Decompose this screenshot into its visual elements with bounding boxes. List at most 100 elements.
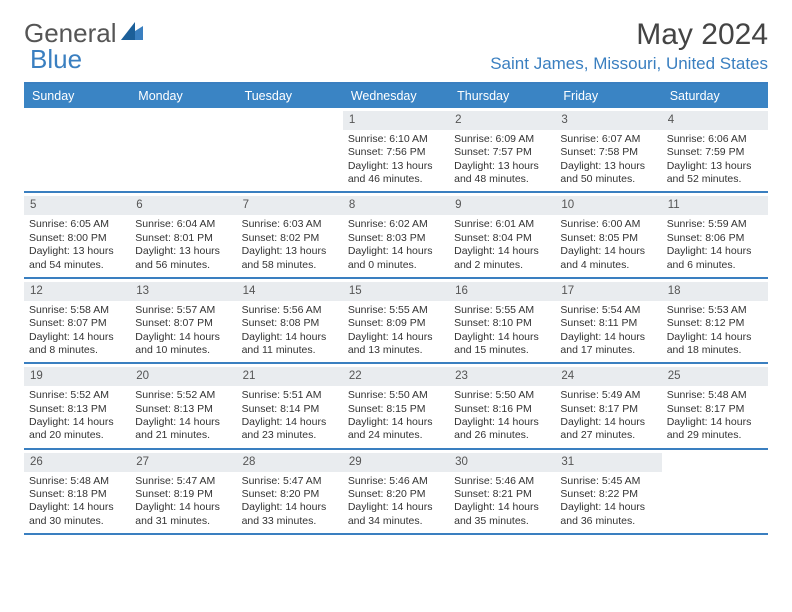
day-text: Sunrise: 6:06 AM Sunset: 7:59 PM Dayligh… [667, 133, 763, 187]
day-cell: 1 Sunrise: 6:10 AM Sunset: 7:56 PM Daylig… [343, 108, 449, 191]
dow-friday: Friday [555, 84, 661, 108]
day-text: Sunrise: 5:53 AM Sunset: 8:12 PM Dayligh… [667, 304, 763, 358]
day-number: 12 [24, 282, 130, 301]
weeks-container: 1 Sunrise: 6:10 AM Sunset: 7:56 PM Daylig… [24, 108, 768, 535]
day-cell: 21 Sunrise: 5:51 AM Sunset: 8:14 PM Dayli… [237, 364, 343, 447]
day-number [24, 111, 130, 130]
day-of-week-row: Sunday Monday Tuesday Wednesday Thursday… [24, 84, 768, 108]
day-cell: 28 Sunrise: 5:47 AM Sunset: 8:20 PM Dayli… [237, 450, 343, 533]
day-text: Sunrise: 5:46 AM Sunset: 8:21 PM Dayligh… [454, 475, 550, 529]
dow-saturday: Saturday [662, 84, 768, 108]
day-number [662, 453, 768, 472]
day-number: 21 [237, 367, 343, 386]
day-cell: 9 Sunrise: 6:01 AM Sunset: 8:04 PM Daylig… [449, 193, 555, 276]
day-number: 10 [555, 196, 661, 215]
day-cell: 3Sunrise: 6:07 AM Sunset: 7:58 PM Daylig… [555, 108, 661, 191]
dow-monday: Monday [130, 84, 236, 108]
day-text: Sunrise: 5:47 AM Sunset: 8:19 PM Dayligh… [135, 475, 231, 529]
day-cell [24, 108, 130, 191]
week-row: 5 Sunrise: 6:05 AM Sunset: 8:00 PM Daylig… [24, 193, 768, 278]
day-cell: 8 Sunrise: 6:02 AM Sunset: 8:03 PM Daylig… [343, 193, 449, 276]
day-number: 28 [237, 453, 343, 472]
day-cell: 16 Sunrise: 5:55 AM Sunset: 8:10 PM Dayli… [449, 279, 555, 362]
day-cell: 11 Sunrise: 5:59 AM Sunset: 8:06 PM Dayli… [662, 193, 768, 276]
day-text: Sunrise: 5:48 AM Sunset: 8:17 PM Dayligh… [667, 389, 763, 443]
day-number: 17 [555, 282, 661, 301]
day-cell: 7Sunrise: 6:03 AM Sunset: 8:02 PM Daylig… [237, 193, 343, 276]
day-number: 24 [555, 367, 661, 386]
day-number: 1 [343, 111, 449, 130]
day-text: Sunrise: 6:02 AM Sunset: 8:03 PM Dayligh… [348, 218, 444, 272]
day-text: Sunrise: 6:09 AM Sunset: 7:57 PM Dayligh… [454, 133, 550, 187]
day-text: Sunrise: 6:10 AM Sunset: 7:56 PM Dayligh… [348, 133, 444, 187]
day-number: 29 [343, 453, 449, 472]
dow-sunday: Sunday [24, 84, 130, 108]
day-number: 22 [343, 367, 449, 386]
day-number: 3 [555, 111, 661, 130]
day-cell: 14 Sunrise: 5:56 AM Sunset: 8:08 PM Dayli… [237, 279, 343, 362]
day-cell: 13 Sunrise: 5:57 AM Sunset: 8:07 PM Dayli… [130, 279, 236, 362]
week-row: 26Sunrise: 5:48 AM Sunset: 8:18 PM Dayli… [24, 450, 768, 535]
week-row: 12Sunrise: 5:58 AM Sunset: 8:07 PM Dayli… [24, 279, 768, 364]
day-text: Sunrise: 5:49 AM Sunset: 8:17 PM Dayligh… [560, 389, 656, 443]
day-text: Sunrise: 6:00 AM Sunset: 8:05 PM Dayligh… [560, 218, 656, 272]
day-text: Sunrise: 5:52 AM Sunset: 8:13 PM Dayligh… [135, 389, 231, 443]
day-cell: 31Sunrise: 5:45 AM Sunset: 8:22 PM Dayli… [555, 450, 661, 533]
day-number: 15 [343, 282, 449, 301]
day-cell: 15Sunrise: 5:55 AM Sunset: 8:09 PM Dayli… [343, 279, 449, 362]
day-number: 11 [662, 196, 768, 215]
day-text: Sunrise: 5:55 AM Sunset: 8:10 PM Dayligh… [454, 304, 550, 358]
day-number: 8 [343, 196, 449, 215]
day-number: 9 [449, 196, 555, 215]
day-cell: 29 Sunrise: 5:46 AM Sunset: 8:20 PM Dayli… [343, 450, 449, 533]
day-cell: 30 Sunrise: 5:46 AM Sunset: 8:21 PM Dayli… [449, 450, 555, 533]
header: General May 2024 Saint James, Missouri, … [24, 18, 768, 74]
day-number: 6 [130, 196, 236, 215]
day-text: Sunrise: 5:51 AM Sunset: 8:14 PM Dayligh… [242, 389, 338, 443]
day-text: Sunrise: 5:52 AM Sunset: 8:13 PM Dayligh… [29, 389, 125, 443]
logo-mark-icon [121, 22, 143, 45]
day-number: 5 [24, 196, 130, 215]
location-text: Saint James, Missouri, United States [490, 54, 768, 74]
day-text: Sunrise: 6:01 AM Sunset: 8:04 PM Dayligh… [454, 218, 550, 272]
day-number [130, 111, 236, 130]
day-number: 25 [662, 367, 768, 386]
day-number: 27 [130, 453, 236, 472]
day-text: Sunrise: 5:57 AM Sunset: 8:07 PM Dayligh… [135, 304, 231, 358]
dow-wednesday: Wednesday [343, 84, 449, 108]
day-cell [662, 450, 768, 533]
day-cell: 20 Sunrise: 5:52 AM Sunset: 8:13 PM Dayli… [130, 364, 236, 447]
day-cell [237, 108, 343, 191]
day-cell: 6Sunrise: 6:04 AM Sunset: 8:01 PM Daylig… [130, 193, 236, 276]
logo-line2: Blue [30, 44, 82, 75]
day-number: 19 [24, 367, 130, 386]
day-number: 20 [130, 367, 236, 386]
dow-tuesday: Tuesday [237, 84, 343, 108]
calendar: Sunday Monday Tuesday Wednesday Thursday… [24, 82, 768, 535]
week-row: 1 Sunrise: 6:10 AM Sunset: 7:56 PM Daylig… [24, 108, 768, 193]
dow-thursday: Thursday [449, 84, 555, 108]
day-number: 18 [662, 282, 768, 301]
day-text: Sunrise: 6:03 AM Sunset: 8:02 PM Dayligh… [242, 218, 338, 272]
day-cell: 19 Sunrise: 5:52 AM Sunset: 8:13 PM Dayli… [24, 364, 130, 447]
day-number: 26 [24, 453, 130, 472]
day-text: Sunrise: 5:47 AM Sunset: 8:20 PM Dayligh… [242, 475, 338, 529]
day-text: Sunrise: 5:56 AM Sunset: 8:08 PM Dayligh… [242, 304, 338, 358]
month-title: May 2024 [490, 18, 768, 52]
title-block: May 2024 Saint James, Missouri, United S… [490, 18, 768, 74]
day-text: Sunrise: 5:59 AM Sunset: 8:06 PM Dayligh… [667, 218, 763, 272]
day-number: 14 [237, 282, 343, 301]
day-text: Sunrise: 6:05 AM Sunset: 8:00 PM Dayligh… [29, 218, 125, 272]
day-number: 16 [449, 282, 555, 301]
logo-text-blue: Blue [30, 44, 82, 75]
day-number: 13 [130, 282, 236, 301]
day-text: Sunrise: 5:46 AM Sunset: 8:20 PM Dayligh… [348, 475, 444, 529]
day-cell: 24 Sunrise: 5:49 AM Sunset: 8:17 PM Dayli… [555, 364, 661, 447]
day-cell: 23Sunrise: 5:50 AM Sunset: 8:16 PM Dayli… [449, 364, 555, 447]
day-number: 30 [449, 453, 555, 472]
day-text: Sunrise: 5:50 AM Sunset: 8:16 PM Dayligh… [454, 389, 550, 443]
day-number: 4 [662, 111, 768, 130]
day-number: 2 [449, 111, 555, 130]
day-cell: 22Sunrise: 5:50 AM Sunset: 8:15 PM Dayli… [343, 364, 449, 447]
day-text: Sunrise: 5:45 AM Sunset: 8:22 PM Dayligh… [560, 475, 656, 529]
